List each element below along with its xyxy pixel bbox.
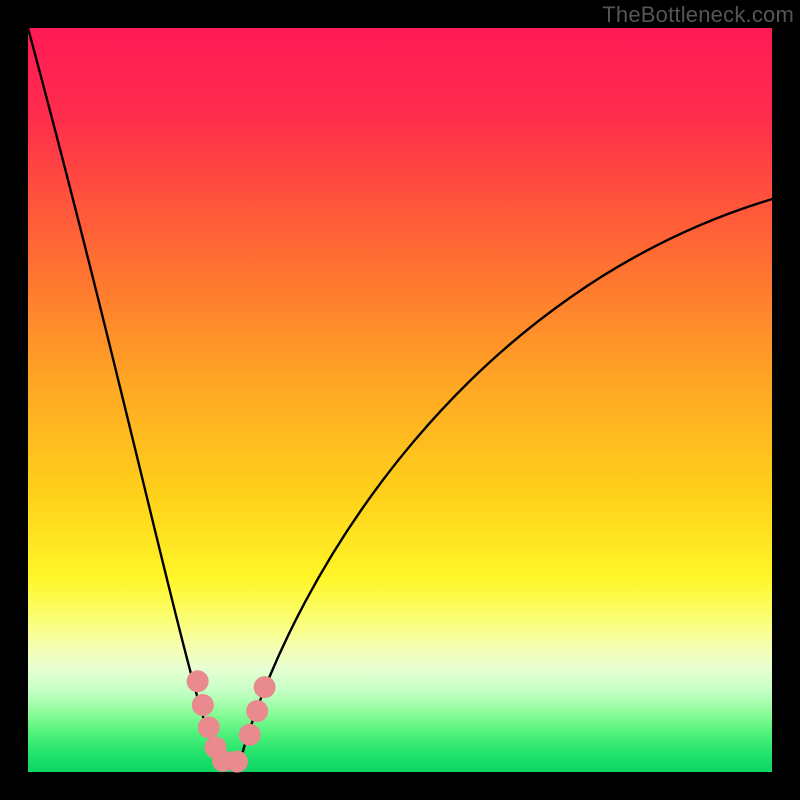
marker-dot <box>239 724 261 746</box>
marker-dot <box>192 694 214 716</box>
bottleneck-chart <box>0 0 800 800</box>
marker-dot <box>246 700 268 722</box>
marker-dot <box>187 670 209 692</box>
marker-dot <box>254 676 276 698</box>
marker-dot <box>198 716 220 738</box>
marker-dot <box>226 751 248 773</box>
watermark-text: TheBottleneck.com <box>602 2 794 28</box>
gradient-background <box>28 28 772 772</box>
